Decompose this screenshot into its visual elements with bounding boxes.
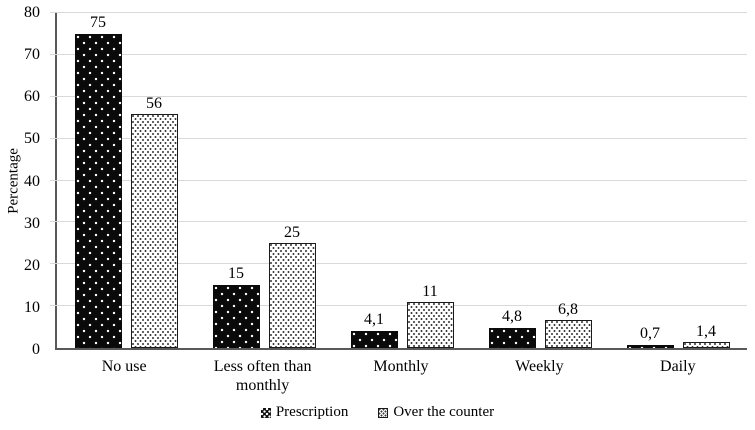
x-category-label-text: No use	[101, 358, 147, 375]
bar-value-label: 4,1	[364, 310, 384, 328]
x-category-label-text: Less often than monthly	[213, 358, 312, 395]
bar-value-label: 56	[146, 94, 162, 112]
y-tick-label-0: 0	[32, 341, 40, 358]
bar-value-label: 0,7	[640, 325, 660, 343]
bar-value-label: 4,8	[502, 307, 522, 325]
y-tick-mark-10	[50, 305, 57, 307]
bar-value-label: 6,8	[558, 300, 578, 318]
y-tick-label-20: 20	[24, 256, 40, 274]
bar-prescription: 15	[212, 266, 260, 348]
bar-prescription: 0,7	[626, 326, 674, 348]
bar-prescription: 4,8	[488, 308, 536, 348]
bar-value-label: 75	[90, 13, 106, 31]
gridline-10	[57, 305, 747, 307]
bar-over-the-counter: 11	[406, 283, 454, 348]
y-tick-mark-20	[50, 263, 57, 265]
plot-area: 75 56 15 25 4,1 11 4,8 6,8 0,7 1,4	[50, 12, 747, 350]
bar-over-the-counter: 56	[130, 95, 178, 348]
gridline-30	[57, 221, 747, 223]
legend-marker-icon	[378, 407, 389, 418]
bar-value-label: 1,4	[696, 323, 716, 341]
y-tick-mark-50	[50, 137, 57, 139]
y-tick-label-30: 30	[24, 214, 40, 232]
y-tick-label-10: 10	[24, 298, 40, 316]
y-tick-label-50: 50	[24, 130, 40, 148]
x-category-label-5: Daily	[609, 357, 747, 376]
gridline-40	[57, 179, 747, 181]
bar-group-5: 0,7 1,4	[609, 13, 747, 348]
bar-over-the-counter: 1,4	[682, 324, 730, 348]
bar-value-label: 11	[422, 282, 438, 300]
x-category-label-3: Monthly	[332, 357, 470, 376]
bar-group-4: 4,8 6,8	[471, 13, 609, 348]
x-category-label-text: Monthly	[373, 358, 429, 375]
x-category-label-text: Weekly	[515, 358, 564, 375]
legend-marker-icon	[260, 407, 271, 418]
legend-label: Prescription	[275, 404, 349, 420]
bar-over-the-counter: 6,8	[544, 301, 592, 348]
y-tick-label-60: 60	[24, 88, 40, 106]
x-category-label-text: Daily	[660, 358, 696, 375]
bar-group-2: 15 25	[195, 13, 333, 348]
legend: Prescription Over the counter	[0, 404, 755, 421]
bar-value-label: 25	[284, 224, 300, 242]
gridline-60	[57, 95, 747, 97]
bar-group-1: 75 56	[57, 13, 195, 348]
gridline-50	[57, 137, 747, 139]
y-tick-mark-80	[50, 12, 57, 13]
bar-value-label: 15	[228, 265, 244, 283]
y-tick-mark-60	[50, 95, 57, 97]
y-tick-label-40: 40	[24, 172, 40, 190]
x-category-label-4: Weekly	[470, 357, 608, 376]
bar-prescription: 75	[74, 14, 122, 348]
legend-label: Over the counter	[393, 404, 495, 420]
x-category-label-2: Less often than monthly	[193, 357, 331, 395]
bar-prescription: 4,1	[350, 311, 398, 348]
y-tick-label-70: 70	[24, 46, 40, 64]
legend-item-prescription: Prescription	[260, 404, 349, 421]
bar-over-the-counter: 25	[268, 225, 316, 348]
y-axis-tick-labels: 0 10 20 30 40 50 60 70 80	[0, 5, 55, 358]
y-tick-mark-40	[50, 179, 57, 181]
y-tick-label-80: 80	[24, 4, 40, 21]
legend-item-over-the-counter: Over the counter	[378, 404, 494, 421]
gridline-20	[57, 263, 747, 265]
gridline-80	[57, 12, 747, 13]
x-category-label-1: No use	[55, 357, 193, 376]
y-tick-mark-70	[50, 53, 57, 55]
gridline-70	[57, 53, 747, 55]
bar-group-3: 4,1 11	[333, 13, 471, 348]
y-tick-mark-30	[50, 221, 57, 223]
